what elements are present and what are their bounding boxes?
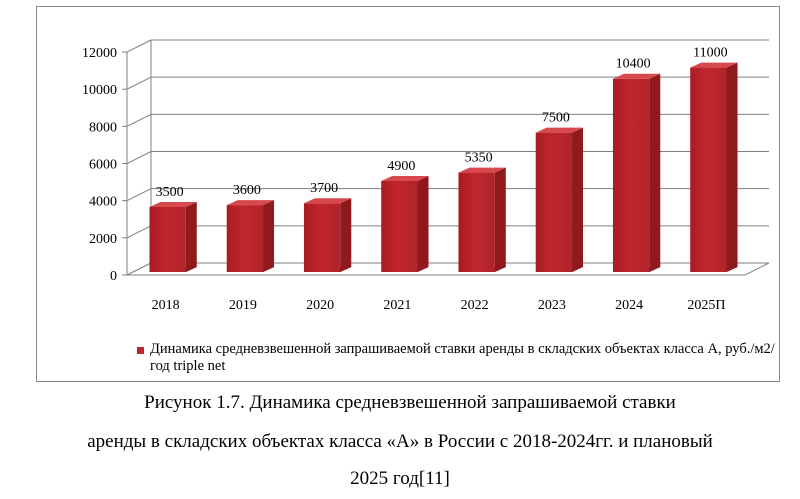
y-tick-label: 2000 [89,232,117,247]
data-label: 10400 [616,57,651,72]
data-label: 5350 [465,151,493,166]
bar [458,172,495,272]
bar-top [149,201,197,207]
x-tick-label: 2023 [538,298,566,313]
figure-caption-line-1: Рисунок 1.7. Динамика средневзвешенной з… [144,392,676,413]
bar [690,67,727,272]
bar-top [303,198,352,204]
figure-caption-line-2: аренды в складских объектах класса «А» в… [87,431,713,452]
gridline-depth [126,113,152,127]
bar [612,78,650,272]
bar-side [263,200,275,272]
data-label: 3700 [310,181,338,196]
chart-frame: 0 2000 4000 6000 8000 10000 12000 3500 2018 3600 2… [36,6,780,382]
chart-floor [126,262,770,276]
bar-top [612,73,661,79]
x-tick-label: 2025П [687,298,725,313]
legend-swatch [137,347,144,354]
bar-top [458,167,506,173]
x-tick-label: 2018 [152,298,180,313]
x-tick-label: 2024 [615,298,643,313]
data-label: 4900 [387,159,415,174]
bar [226,205,264,272]
legend: Динамика средневзвешенной запрашиваемой … [137,341,777,375]
x-tick-label: 2021 [383,298,411,313]
bar-side [417,175,429,272]
bar-side [572,127,584,272]
gridline-depth [126,39,152,53]
bar-top [226,200,275,206]
bar-side [494,167,506,272]
data-label: 3500 [156,185,184,200]
y-tick-label: 8000 [89,120,117,135]
bar [303,203,341,272]
bar-top [381,175,429,181]
gridline-depth [126,151,152,164]
legend-label: Динамика средневзвешенной запрашиваемой … [150,341,775,374]
y-tick-label: 0 [110,269,117,284]
data-label: 7500 [542,111,570,126]
gridline-depth [126,188,152,202]
y-tick-label: 12000 [82,46,117,61]
bar-side [649,73,661,272]
y-tick-label: 6000 [89,158,117,173]
bar-chart: 0 2000 4000 6000 8000 10000 12000 3500 2018 3600 2… [82,39,770,313]
bar [381,180,418,272]
bar [149,206,186,272]
bar [535,132,573,272]
bar-top [535,127,584,133]
bar-side [340,198,352,272]
bar-top [690,62,738,68]
y-tick-label: 10000 [82,83,117,98]
y-tick-label: 4000 [89,195,117,210]
bar-side [726,62,738,273]
gridline-depth [126,225,152,239]
bar-side [185,201,197,272]
figure-caption-line-3: 2025 год[11] [350,468,450,489]
x-tick-label: 2020 [306,298,334,313]
gridline-depth [126,76,152,90]
x-tick-label: 2022 [461,298,489,313]
data-label: 3600 [233,183,261,198]
data-label: 11000 [693,46,727,61]
x-tick-label: 2019 [229,298,257,313]
